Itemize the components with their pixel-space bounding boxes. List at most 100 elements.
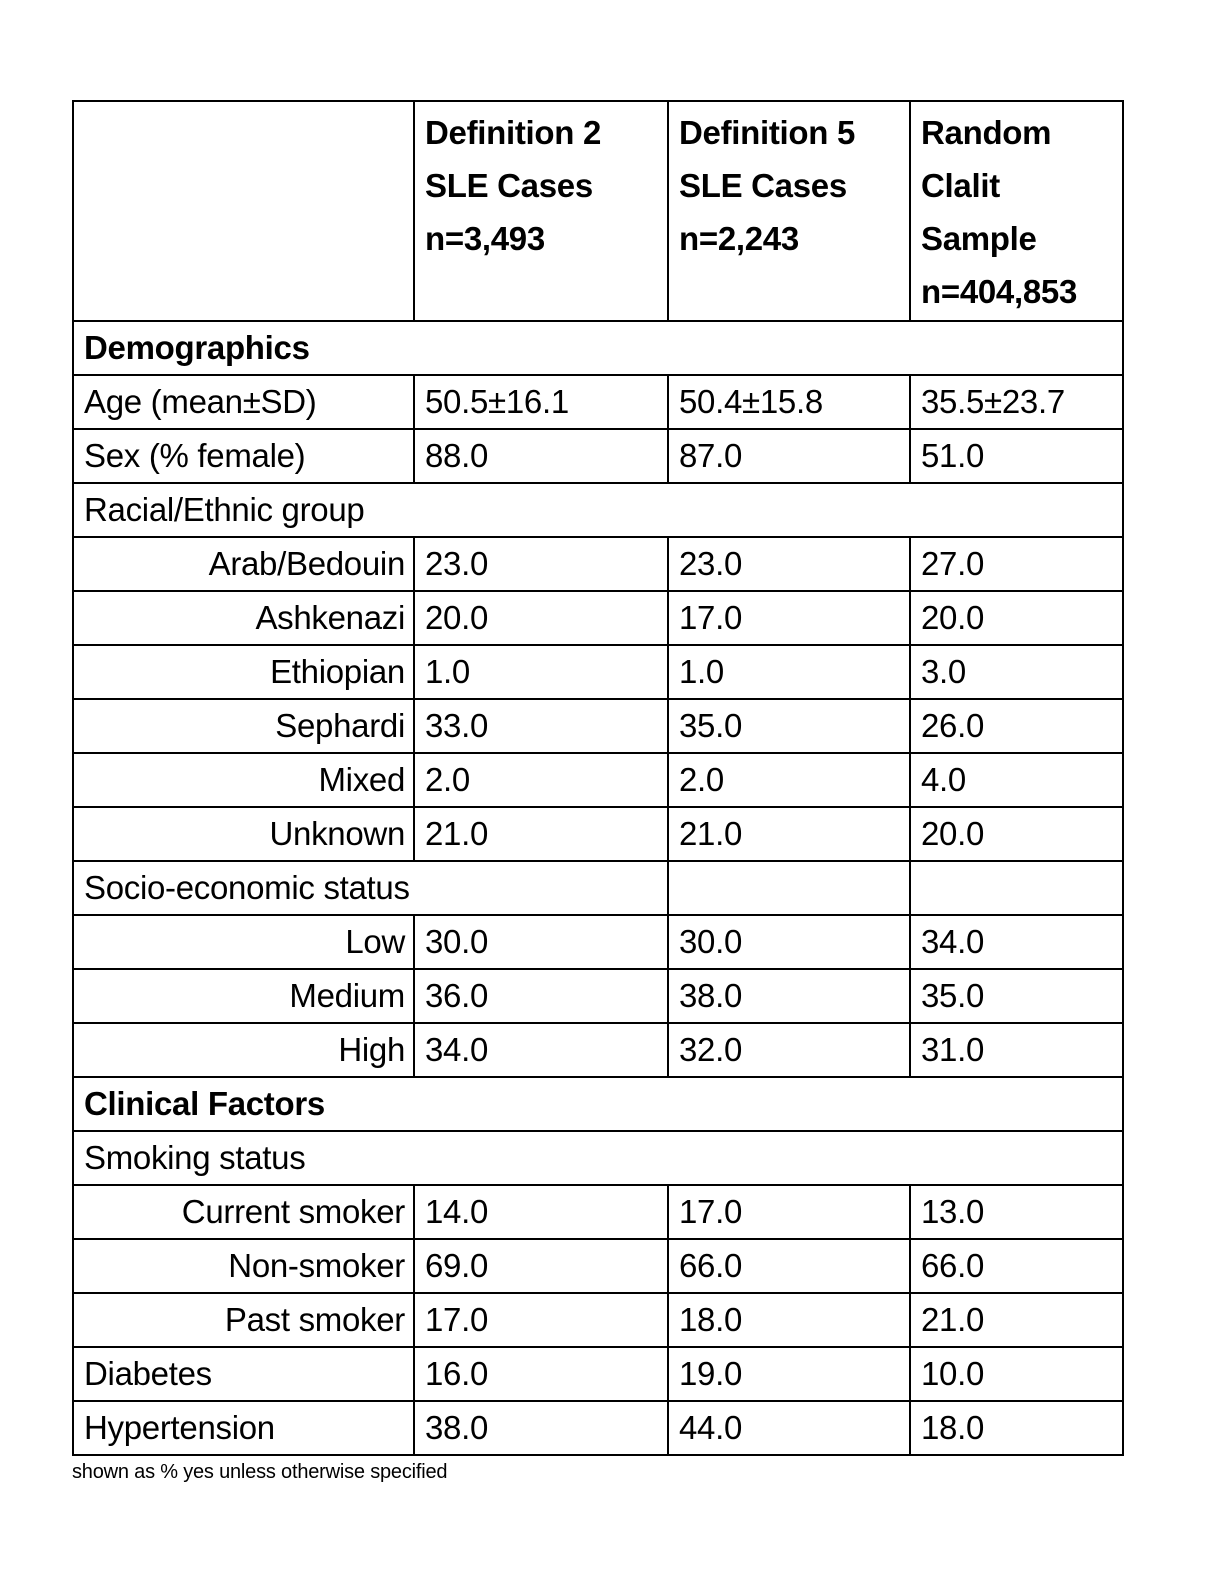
section-label: Smoking status <box>72 1130 1124 1186</box>
value-cell: 51.0 <box>909 428 1124 484</box>
value-cell: 35.0 <box>909 968 1124 1024</box>
table-row: Past smoker 17.0 18.0 21.0 <box>72 1292 1124 1348</box>
row-label: Low <box>72 914 415 970</box>
empty-cell <box>667 860 911 916</box>
table-row: Low 30.0 30.0 34.0 <box>72 914 1124 970</box>
row-label: Diabetes <box>72 1346 415 1402</box>
table-row: Ashkenazi 20.0 17.0 20.0 <box>72 590 1124 646</box>
header-row: Definition 2 SLE Cases n=3,493 Definitio… <box>72 100 1124 322</box>
value-cell: 14.0 <box>413 1184 669 1240</box>
value-cell: 38.0 <box>667 968 911 1024</box>
row-label: Sephardi <box>72 698 415 754</box>
row-label: Ethiopian <box>72 644 415 700</box>
table-row: High 34.0 32.0 31.0 <box>72 1022 1124 1078</box>
value-cell: 88.0 <box>413 428 669 484</box>
table-row: Current smoker 14.0 17.0 13.0 <box>72 1184 1124 1240</box>
value-cell: 50.5±16.1 <box>413 374 669 430</box>
table-row: Clinical Factors <box>72 1076 1124 1132</box>
row-label: Unknown <box>72 806 415 862</box>
value-cell: 30.0 <box>667 914 911 970</box>
value-cell: 1.0 <box>667 644 911 700</box>
row-label: Mixed <box>72 752 415 808</box>
header-cell-definition-2: Definition 2 SLE Cases n=3,493 <box>413 100 669 322</box>
value-cell: 2.0 <box>667 752 911 808</box>
row-label: Ashkenazi <box>72 590 415 646</box>
value-cell: 20.0 <box>413 590 669 646</box>
section-label: Racial/Ethnic group <box>72 482 1124 538</box>
value-cell: 34.0 <box>909 914 1124 970</box>
value-cell: 31.0 <box>909 1022 1124 1078</box>
section-label: Socio-economic status <box>72 860 669 916</box>
value-cell: 50.4±15.8 <box>667 374 911 430</box>
value-cell: 21.0 <box>667 806 911 862</box>
value-cell: 23.0 <box>667 536 911 592</box>
row-label: Past smoker <box>72 1292 415 1348</box>
value-cell: 16.0 <box>413 1346 669 1402</box>
value-cell: 30.0 <box>413 914 669 970</box>
table-row: Ethiopian 1.0 1.0 3.0 <box>72 644 1124 700</box>
value-cell: 38.0 <box>413 1400 669 1456</box>
value-cell: 18.0 <box>909 1400 1124 1456</box>
table-row: Unknown 21.0 21.0 20.0 <box>72 806 1124 862</box>
header-cell-random-sample: Random Clalit Sample n=404,853 <box>909 100 1124 322</box>
value-cell: 44.0 <box>667 1400 911 1456</box>
demographics-table-container: Definition 2 SLE Cases n=3,493 Definitio… <box>72 100 1124 1484</box>
empty-cell <box>909 860 1124 916</box>
sle-demographics-table: Definition 2 SLE Cases n=3,493 Definitio… <box>72 100 1124 1456</box>
table-row: Sex (% female) 88.0 87.0 51.0 <box>72 428 1124 484</box>
value-cell: 66.0 <box>667 1238 911 1294</box>
value-cell: 34.0 <box>413 1022 669 1078</box>
value-cell: 10.0 <box>909 1346 1124 1402</box>
value-cell: 4.0 <box>909 752 1124 808</box>
value-cell: 20.0 <box>909 806 1124 862</box>
value-cell: 66.0 <box>909 1238 1124 1294</box>
value-cell: 20.0 <box>909 590 1124 646</box>
table-row: Racial/Ethnic group <box>72 482 1124 538</box>
table-row: Smoking status <box>72 1130 1124 1186</box>
value-cell: 23.0 <box>413 536 669 592</box>
table-row: Arab/Bedouin 23.0 23.0 27.0 <box>72 536 1124 592</box>
header-cell-definition-5: Definition 5 SLE Cases n=2,243 <box>667 100 911 322</box>
row-label: High <box>72 1022 415 1078</box>
table-row: Socio-economic status <box>72 860 1124 916</box>
value-cell: 1.0 <box>413 644 669 700</box>
value-cell: 17.0 <box>667 1184 911 1240</box>
row-label: Sex (% female) <box>72 428 415 484</box>
row-label: Medium <box>72 968 415 1024</box>
value-cell: 69.0 <box>413 1238 669 1294</box>
value-cell: 17.0 <box>667 590 911 646</box>
table-footnote: shown as % yes unless otherwise specifie… <box>72 1461 448 1483</box>
table-row: Medium 36.0 38.0 35.0 <box>72 968 1124 1024</box>
value-cell: 21.0 <box>413 806 669 862</box>
row-label: Current smoker <box>72 1184 415 1240</box>
value-cell: 26.0 <box>909 698 1124 754</box>
section-label: Clinical Factors <box>72 1076 1124 1132</box>
table-row: Hypertension 38.0 44.0 18.0 <box>72 1400 1124 1456</box>
row-label: Hypertension <box>72 1400 415 1456</box>
table-row: Age (mean±SD) 50.5±16.1 50.4±15.8 35.5±23.7 <box>72 374 1124 430</box>
value-cell: 87.0 <box>667 428 911 484</box>
table-row: Mixed 2.0 2.0 4.0 <box>72 752 1124 808</box>
value-cell: 32.0 <box>667 1022 911 1078</box>
row-label: Non-smoker <box>72 1238 415 1294</box>
value-cell: 3.0 <box>909 644 1124 700</box>
value-cell: 18.0 <box>667 1292 911 1348</box>
value-cell: 17.0 <box>413 1292 669 1348</box>
value-cell: 2.0 <box>413 752 669 808</box>
table-row: Demographics <box>72 320 1124 376</box>
value-cell: 21.0 <box>909 1292 1124 1348</box>
table-row: Diabetes 16.0 19.0 10.0 <box>72 1346 1124 1402</box>
value-cell: 36.0 <box>413 968 669 1024</box>
table-body: Demographics Age (mean±SD) 50.5±16.1 50.4±1… <box>72 320 1124 1456</box>
row-label: Arab/Bedouin <box>72 536 415 592</box>
value-cell: 33.0 <box>413 698 669 754</box>
table-row: Sephardi 33.0 35.0 26.0 <box>72 698 1124 754</box>
header-cell-empty <box>72 100 415 322</box>
value-cell: 35.0 <box>667 698 911 754</box>
value-cell: 35.5±23.7 <box>909 374 1124 430</box>
section-label: Demographics <box>72 320 1124 376</box>
row-label: Age (mean±SD) <box>72 374 415 430</box>
value-cell: 13.0 <box>909 1184 1124 1240</box>
table-row: Non-smoker 69.0 66.0 66.0 <box>72 1238 1124 1294</box>
value-cell: 27.0 <box>909 536 1124 592</box>
